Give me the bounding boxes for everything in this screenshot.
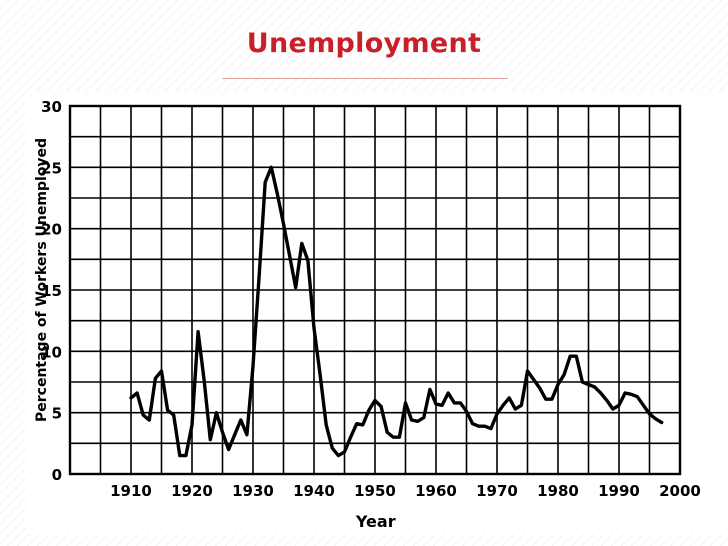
x-tick-label: 1990 (598, 482, 640, 500)
x-tick-label: 1950 (354, 482, 396, 500)
y-axis-title: Percentage of Workers Unemployed (34, 138, 50, 422)
y-tick-label: 20 (41, 221, 62, 239)
x-tick-label: 1970 (476, 482, 518, 500)
x-tick-label: 1930 (232, 482, 274, 500)
y-tick-label: 5 (52, 405, 62, 423)
y-tick-label: 15 (41, 282, 62, 300)
x-axis-title: Year (355, 512, 396, 531)
x-tick-label: 1920 (171, 482, 213, 500)
x-tick-label: 1980 (537, 482, 579, 500)
title-divider (222, 78, 508, 79)
y-tick-label: 30 (41, 98, 62, 116)
x-tick-label: 1910 (110, 482, 152, 500)
slide-title: Unemployment (246, 28, 482, 59)
unemployment-chart: 0 5 10 15 20 25 30 1910 1920 1930 1940 1950 1960 1970… (34, 98, 701, 531)
chart-panel: 0 5 10 15 20 25 30 1910 1920 1930 1940 1950 1960 1970… (26, 92, 728, 534)
series-line-unemployment (129, 165, 664, 458)
x-tick-label: 1960 (415, 482, 457, 500)
x-tick-label: 2000 (659, 482, 701, 500)
y-tick-label: 25 (41, 159, 62, 177)
y-tick-label: 10 (41, 343, 62, 361)
x-tick-label: 1940 (293, 482, 335, 500)
y-tick-label: 0 (52, 466, 62, 484)
plot-frame (68, 104, 682, 476)
